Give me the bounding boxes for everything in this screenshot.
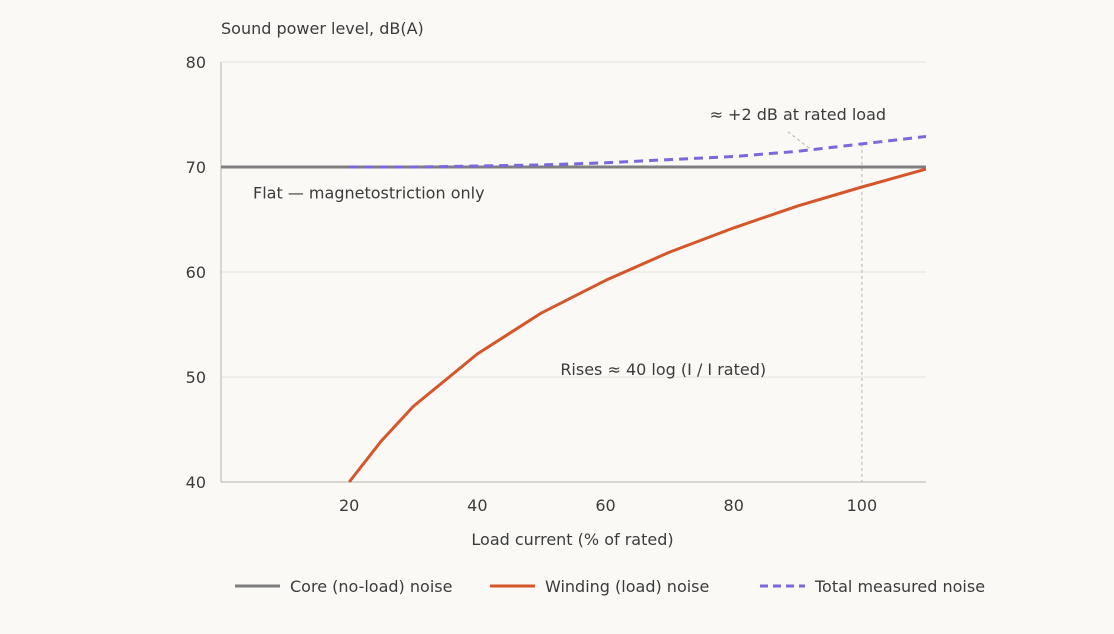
legend-label-2: Total measured noise — [814, 577, 985, 596]
legend-label-1: Winding (load) noise — [545, 577, 709, 596]
y-tick-label: 40 — [186, 473, 206, 492]
annotation-pointer — [787, 131, 811, 150]
y-tick-label: 60 — [186, 263, 206, 282]
y-tick-label: 50 — [186, 368, 206, 387]
x-tick-label: 80 — [724, 496, 744, 515]
legend: Core (no-load) noise Winding (load) noise… — [235, 577, 985, 596]
annotation-text: ≈ +2 dB at rated load — [710, 105, 886, 124]
series-lines — [221, 135, 927, 483]
series-line-1 — [348, 167, 927, 483]
y-tick-label: 80 — [186, 53, 206, 72]
annotation-text: Rises ≈ 40 log (I / I rated) — [560, 360, 766, 379]
y-tick-label: 70 — [186, 158, 206, 177]
y-axis-title: Sound power level, dB(A) — [221, 19, 424, 38]
axes: 40 50 60 70 80 20 40 60 80 100 Sound power level, … — [186, 19, 926, 549]
x-tick-label: 100 — [847, 496, 878, 515]
series-line-2 — [349, 135, 927, 169]
x-tick-label: 40 — [467, 496, 487, 515]
x-axis-title: Load current (% of rated) — [471, 530, 673, 549]
x-tick-label: 20 — [339, 496, 359, 515]
legend-label-0: Core (no-load) noise — [290, 577, 452, 596]
annotations: ≈ +2 dB at rated load Flat — magnetostric… — [253, 105, 886, 379]
x-tick-label: 60 — [595, 496, 615, 515]
annotation-text: Flat — magnetostriction only — [253, 184, 485, 203]
grid-lines — [221, 61, 926, 483]
